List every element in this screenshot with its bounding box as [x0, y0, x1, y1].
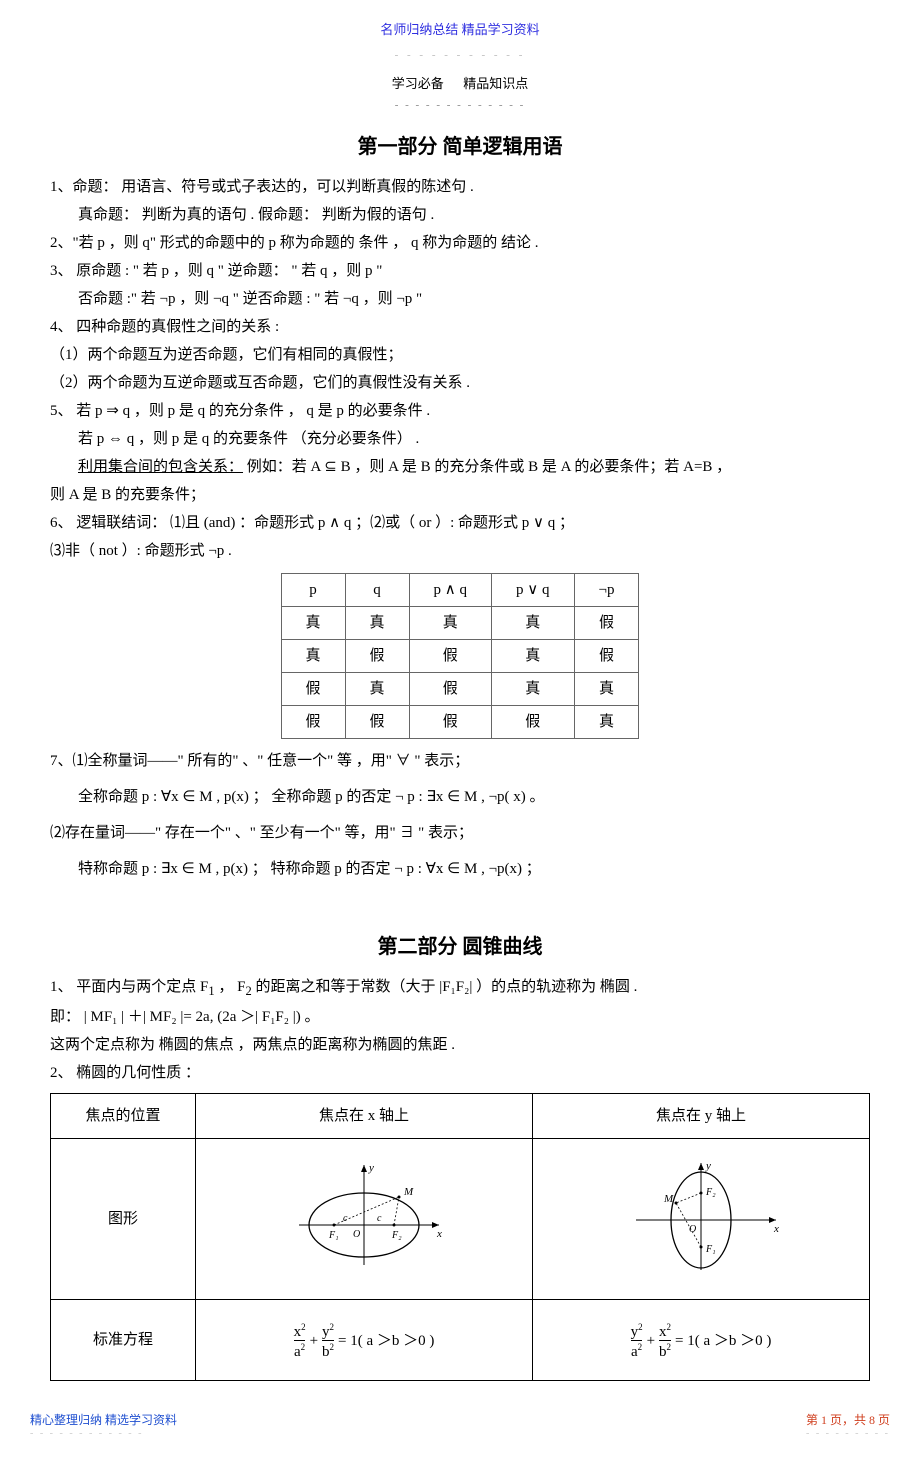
svg-text:M: M	[663, 1193, 674, 1205]
line-7: 7、⑴全称量词——" 所有的" 、" 任意一个" 等 ，用" ∀ " 表示；	[50, 749, 870, 773]
line-5b: 若 p ⇔ q ，则 p 是 q 的充要条件 （充分必要条件） .	[50, 427, 870, 451]
svg-text:O: O	[689, 1224, 696, 1235]
eth1: 焦点的位置	[51, 1093, 196, 1138]
svg-text:F₁: F₁	[705, 1244, 716, 1255]
part2-content: 1、 平面内与两个定点 F1 ， F2 的距离之和等于常数（大于 |F₁F₂| …	[50, 975, 870, 1381]
footer-dots-right: - - - - - - - - -	[806, 1428, 890, 1439]
line-7b: ⑵存在量词——" 存在一个" 、" 至少有一个" 等，用" ∃ " 表示；	[50, 821, 870, 845]
th-and: p ∧ q	[409, 573, 491, 606]
page-footer: 精心整理归纳 精选学习资料 - - - - - - - - - - - - 第 …	[0, 1411, 920, 1459]
ellipse-x-figure: M F₁ F₂ O c c x y	[196, 1138, 533, 1299]
line-6: 6、 逻辑联结词： ⑴且 (and) ：命题形式 p ∧ q ；⑵或（ or ）…	[50, 511, 870, 535]
svg-text:F₁: F₁	[328, 1230, 339, 1241]
line-4b: （2）两个命题为互逆命题或互否命题，它们的真假性没有关系 .	[50, 371, 870, 395]
line-1b: 真命题： 判断为真的语句 . 假命题： 判断为假的语句 .	[50, 203, 870, 227]
p2-line1: 1、 平面内与两个定点 F1 ， F2 的距离之和等于常数（大于 |F₁F₂| …	[50, 975, 870, 1001]
svg-text:x: x	[436, 1228, 442, 1240]
row-shape-label: 图形	[51, 1138, 196, 1299]
line-3: 3、 原命题 : " 若 p ，则 q " 逆命题： " 若 q ，则 p "	[50, 259, 870, 283]
svg-text:O: O	[353, 1229, 360, 1240]
eq1-cell: x2a2 + y2b2 = 1( a ＞b ＞0 )	[196, 1299, 533, 1380]
svg-text:F₂: F₂	[391, 1230, 402, 1241]
svg-text:x: x	[773, 1223, 779, 1235]
line-4: 4、 四种命题的真假性之间的关系 :	[50, 315, 870, 339]
table-row: 真真真真假	[281, 606, 639, 639]
line-4a: （1）两个命题互为逆否命题，它们有相同的真假性；	[50, 343, 870, 367]
svg-text:c: c	[343, 1213, 348, 1224]
footer-right-text: 第 1 页，共 8 页	[806, 1411, 890, 1428]
svg-text:F₂: F₂	[705, 1187, 716, 1198]
sub-right: 精品知识点	[463, 76, 528, 91]
eq2-cell: y2a2 + x2b2 = 1( a ＞b ＞0 )	[533, 1299, 870, 1380]
sub-left: 学习必备	[392, 76, 444, 91]
line-1: 1、命题： 用语言、符号或式子表达的，可以判断真假的陈述句 .	[50, 175, 870, 199]
footer-dots-left: - - - - - - - - - - - -	[30, 1428, 177, 1439]
footer-left: 精心整理归纳 精选学习资料 - - - - - - - - - - - -	[30, 1411, 177, 1439]
table-row: 真假假真假	[281, 639, 639, 672]
header-dots: - - - - - - - - - - -	[50, 47, 870, 65]
svg-text:y: y	[705, 1160, 711, 1172]
footer-right: 第 1 页，共 8 页 - - - - - - - - -	[806, 1411, 890, 1439]
header-dashes: - - - - - - - - - - - - -	[50, 97, 870, 115]
row-eq-label: 标准方程	[51, 1299, 196, 1380]
svg-text:M: M	[403, 1186, 414, 1198]
th-or: p ∨ q	[492, 573, 574, 606]
svg-text:y: y	[368, 1162, 374, 1174]
page-header-top: 名师归纳总结 精品学习资料	[50, 20, 870, 41]
footer-left-text: 精心整理归纳 精选学习资料	[30, 1411, 177, 1428]
th-not: ¬p	[574, 573, 639, 606]
part2-title: 第二部分 圆锥曲线	[50, 931, 870, 963]
line-5c-rest: 例如：若 A ⊆ B ，则 A 是 B 的充分条件或 B 是 A 的必要条件；若…	[243, 459, 731, 475]
th-q: q	[345, 573, 409, 606]
table-row: 假真假真真	[281, 672, 639, 705]
eth2: 焦点在 x 轴上	[196, 1093, 533, 1138]
part1-content: 1、命题： 用语言、符号或式子表达的，可以判断真假的陈述句 . 真命题： 判断为…	[50, 175, 870, 881]
ellipse-table: 焦点的位置 焦点在 x 轴上 焦点在 y 轴上 图形	[50, 1093, 870, 1381]
p2-line2: 即： | MF₁ | ＋| MF₂ |= 2a, (2a ＞| F₁F₂ |) …	[50, 1005, 870, 1029]
line-5c: 利用集合间的包含关系： 例如：若 A ⊆ B ，则 A 是 B 的充分条件或 B…	[50, 455, 870, 479]
line-5d: 则 A 是 B 的充要条件；	[50, 483, 870, 507]
table-row: 假假假假真	[281, 705, 639, 738]
ellipse-y-figure: M F₂ F₁ O x y	[533, 1138, 870, 1299]
table-row: p q p ∧ q p ∨ q ¬p	[281, 573, 639, 606]
ellipse-y-svg: M F₂ F₁ O x y	[616, 1155, 786, 1275]
line-7c: 特称命题 p : ∃x ∈ M , p(x) ； 特称命题 p 的否定 ¬ p …	[50, 857, 870, 881]
ellipse-x-svg: M F₁ F₂ O c c x y	[279, 1155, 449, 1275]
eth3: 焦点在 y 轴上	[533, 1093, 870, 1138]
line-5: 5、 若 p ⇒ q ，则 p 是 q 的充分条件 ， q 是 p 的必要条件 …	[50, 399, 870, 423]
truth-table: p q p ∧ q p ∨ q ¬p 真真真真假 真假假真假 假真假真真 假假假…	[281, 573, 640, 739]
table-row: 焦点的位置 焦点在 x 轴上 焦点在 y 轴上	[51, 1093, 870, 1138]
line-6b: ⑶非（ not ）: 命题形式 ¬p .	[50, 539, 870, 563]
p2-line3: 这两个定点称为 椭圆的焦点 ，两焦点的距离称为椭圆的焦距 .	[50, 1033, 870, 1057]
th-p: p	[281, 573, 345, 606]
part1-title: 第一部分 简单逻辑用语	[50, 131, 870, 163]
line-7a: 全称命题 p : ∀x ∈ M , p(x) ； 全称命题 p 的否定 ¬ p …	[50, 785, 870, 809]
line-3b: 否命题 :" 若 ¬p ，则 ¬q " 逆否命题 : " 若 ¬q ，则 ¬p …	[50, 287, 870, 311]
table-row: 图形 M F₁ F₂ O	[51, 1138, 870, 1299]
page-header-sub: 学习必备 精品知识点	[50, 74, 870, 95]
p2-line4: 2、 椭圆的几何性质 ：	[50, 1061, 870, 1085]
svg-text:c: c	[377, 1213, 382, 1224]
line-5c-underline: 利用集合间的包含关系：	[78, 459, 243, 475]
table-row: 标准方程 x2a2 + y2b2 = 1( a ＞b ＞0 ) y2a2 + x…	[51, 1299, 870, 1380]
line-2: 2、"若 p ，则 q" 形式的命题中的 p 称为命题的 条件 ， q 称为命题…	[50, 231, 870, 255]
